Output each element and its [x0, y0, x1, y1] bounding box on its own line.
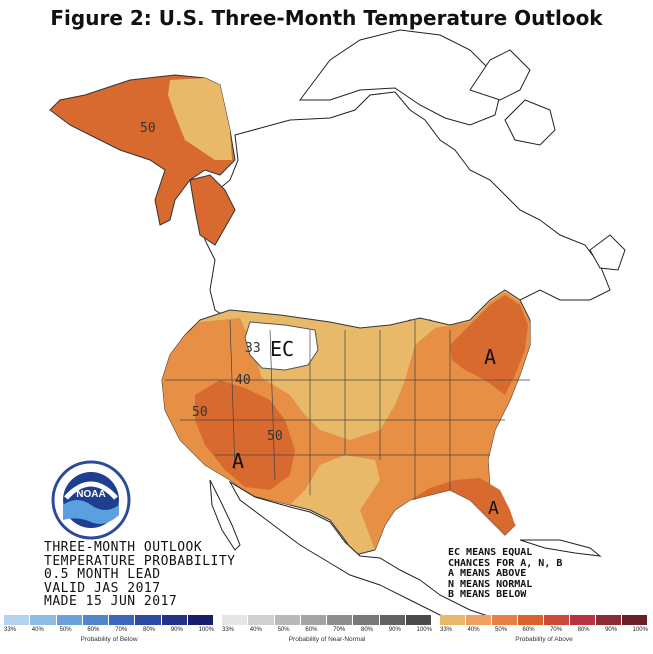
- scale-below-tick-4: 70%: [115, 627, 128, 633]
- scale-normal-ticks: 33% 40% 50% 60% 70% 80% 90% 100%: [222, 627, 432, 633]
- outlook-info: THREE-MONTH OUTLOOK TEMPERATURE PROBABIL…: [44, 541, 236, 609]
- scale-normal-swatch-1: [248, 615, 275, 625]
- scale-below-swatch-3: [82, 615, 109, 625]
- scale-below-tick-7: 100%: [198, 627, 214, 633]
- outlook-line-1: THREE-MONTH OUTLOOK: [44, 540, 203, 555]
- scale-above-tick-5: 80%: [577, 627, 590, 633]
- scale-normal-tick-6: 90%: [388, 627, 401, 633]
- scale-below-tick-1: 40%: [31, 627, 44, 633]
- above-label-florida: A: [488, 498, 499, 519]
- figure-title: Figure 2: U.S. Three-Month Temperature O…: [50, 6, 603, 30]
- scale-above-tick-6: 90%: [605, 627, 618, 633]
- scale-above-swatch-1: [466, 615, 492, 625]
- scale-above-ticks: 33% 40% 50% 60% 70% 80% 90% 100%: [440, 627, 648, 633]
- above-label-northeast: A: [484, 345, 496, 369]
- scale-below: 33% 40% 50% 60% 70% 80% 90% 100% Probability of…: [4, 615, 214, 653]
- scale-normal-tick-0: 33%: [222, 627, 235, 633]
- scale-below-swatches: [4, 615, 214, 625]
- scale-below-tick-3: 60%: [87, 627, 100, 633]
- contour-50-alaska-label: 50: [140, 121, 156, 136]
- legend-key-text: EC MEANS EQUAL CHANCES FOR A, N, B A MEA…: [448, 547, 563, 601]
- legend-line-2: CHANCES FOR A, N, B: [448, 557, 563, 569]
- scale-above-tick-0: 33%: [440, 627, 453, 633]
- scale-below-tick-6: 90%: [170, 627, 183, 633]
- scale-below-swatch-4: [109, 615, 136, 625]
- alaska-region: [49, 74, 236, 246]
- scale-above-tick-1: 40%: [467, 627, 480, 633]
- scale-normal: 33% 40% 50% 60% 70% 80% 90% 100% Probability of…: [222, 615, 432, 653]
- scale-below-swatch-2: [56, 615, 83, 625]
- scale-normal-tick-4: 70%: [333, 627, 346, 633]
- scale-normal-tick-1: 40%: [249, 627, 262, 633]
- scale-normal-swatches: [222, 615, 432, 625]
- scale-above-tick-7: 100%: [632, 627, 648, 633]
- scale-above-label: Probability of Above: [515, 636, 573, 643]
- outlook-line-2: TEMPERATURE PROBABILITY: [44, 553, 236, 569]
- scale-normal-tick-5: 80%: [360, 627, 373, 633]
- noaa-logo-text: NOAA: [76, 489, 105, 500]
- scale-above-swatch-6: [596, 615, 622, 625]
- contour-40-label: 40: [235, 373, 251, 388]
- scale-normal-swatch-0: [222, 615, 249, 625]
- scale-normal-swatch-6: [379, 615, 406, 625]
- scale-normal-tick-3: 60%: [305, 627, 318, 633]
- scale-normal-swatch-3: [300, 615, 327, 625]
- scale-below-tick-5: 80%: [142, 627, 155, 633]
- scale-normal-swatch-7: [405, 615, 432, 625]
- scale-below-tick-2: 50%: [59, 627, 72, 633]
- contour-50-west-label: 50: [192, 405, 208, 420]
- outlook-line-4: VALID JAS 2017: [44, 580, 161, 596]
- legend-line-5: B MEANS BELOW: [448, 589, 527, 600]
- scale-normal-swatch-5: [353, 615, 380, 625]
- scale-below-label: Probability of Below: [80, 636, 138, 643]
- contour-50-center-label: 50: [267, 429, 283, 444]
- scale-normal-label: Probability of Near-Normal: [288, 636, 366, 643]
- canada-landmass: [199, 29, 626, 331]
- scale-normal-swatch-2: [274, 615, 301, 625]
- scale-normal-tick-7: 100%: [416, 627, 432, 633]
- scale-below-tick-0: 33%: [4, 627, 17, 633]
- scale-above-swatches: [440, 615, 648, 625]
- outlook-line-5: MADE 15 JUN 2017: [44, 594, 178, 609]
- contour-33-label: 33: [245, 341, 261, 356]
- scale-above-swatch-0: [440, 615, 466, 625]
- above-label-southwest: A: [232, 449, 244, 473]
- scale-above-swatch-2: [492, 615, 518, 625]
- outlook-line-3: 0.5 MONTH LEAD: [44, 567, 161, 582]
- ec-label: EC: [270, 337, 294, 361]
- scale-above-tick-4: 70%: [550, 627, 563, 633]
- scale-below-swatch-1: [30, 615, 57, 625]
- legend-line-4: N MEANS NORMAL: [448, 578, 533, 590]
- scale-below-swatch-7: [187, 615, 214, 625]
- mexico-landmass: [209, 479, 487, 623]
- scale-normal-swatch-4: [327, 615, 354, 625]
- scale-below-swatch-6: [161, 615, 188, 625]
- scale-normal-tick-2: 50%: [277, 627, 290, 633]
- scale-below-ticks: 33% 40% 50% 60% 70% 80% 90% 100%: [4, 627, 214, 633]
- legend-line-1: EC MEANS EQUAL: [448, 547, 533, 558]
- scale-above-tick-2: 50%: [495, 627, 508, 633]
- scale-above-swatch-7: [622, 615, 648, 625]
- scale-above-swatch-3: [518, 615, 544, 625]
- scale-above-swatch-5: [570, 615, 596, 625]
- scale-below-swatch-0: [4, 615, 31, 625]
- cuba-island: [519, 539, 602, 557]
- us-region: [161, 289, 531, 556]
- scale-above: 33% 40% 50% 60% 70% 80% 90% 100% Probability of…: [440, 615, 648, 653]
- scale-above-swatch-4: [544, 615, 570, 625]
- legend-line-3: A MEANS ABOVE: [448, 568, 527, 579]
- scale-below-swatch-5: [135, 615, 162, 625]
- noaa-logo: NOAA: [51, 460, 131, 540]
- scale-above-tick-3: 60%: [522, 627, 535, 633]
